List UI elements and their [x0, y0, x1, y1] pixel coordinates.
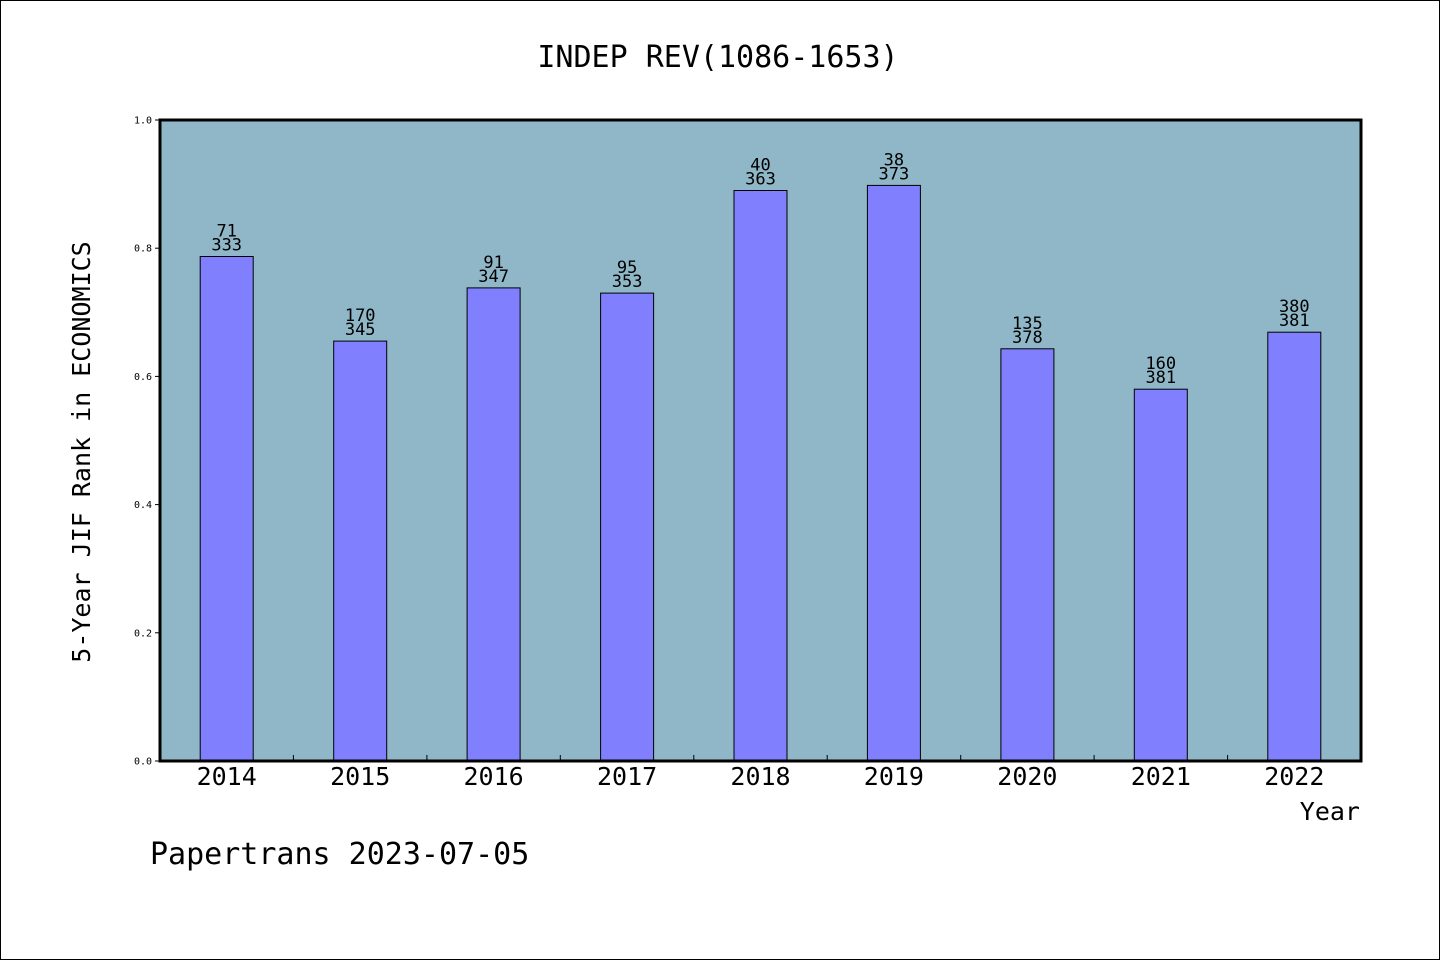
bar-2020 [1000, 348, 1055, 762]
x-axis-label: Year [1300, 797, 1360, 826]
bar-label-rank-2021: 160 [1145, 354, 1176, 374]
bar-label-total-2019: 373 [879, 164, 910, 184]
bar-label-rank-2015: 170 [345, 306, 376, 326]
bar-label-total-2017: 353 [612, 272, 643, 292]
x-tick-label-2019: 2019 [864, 762, 924, 791]
bar-2017 [600, 292, 655, 762]
y-tick-label-0.0: 0.0 [134, 757, 152, 768]
x-tick-label-2014: 2014 [197, 762, 257, 791]
bar-label-total-2021: 381 [1145, 368, 1176, 388]
x-tick-label-2017: 2017 [597, 762, 657, 791]
bar-2021 [1133, 388, 1188, 762]
y-tick-label-0.8: 0.8 [134, 244, 152, 255]
x-tick-label-2015: 2015 [330, 762, 390, 791]
bar-label-total-2020: 378 [1012, 328, 1043, 348]
bar-label-rank-2017: 95 [617, 258, 637, 278]
bar-label-rank-2018: 40 [750, 156, 770, 176]
bar-label-rank-2020: 135 [1012, 314, 1043, 334]
bar-2019 [866, 184, 921, 762]
footer-text: Papertrans 2023-07-05 [150, 837, 529, 872]
bar-2018 [733, 190, 788, 762]
x-tick-label-2021: 2021 [1131, 762, 1191, 791]
x-tick-label-2016: 2016 [463, 762, 523, 791]
y-axis-label: 5-Year JIF Rank in ECONOMICS [67, 241, 96, 662]
x-tick-label-2018: 2018 [730, 762, 790, 791]
y-tick-label-1.0: 1.0 [134, 116, 152, 127]
y-tick-label-0.4: 0.4 [134, 500, 152, 511]
bar-label-rank-2016: 91 [483, 253, 503, 273]
bar-2014 [199, 256, 254, 762]
bar-label-total-2015: 345 [345, 320, 376, 340]
x-tick-label-2020: 2020 [997, 762, 1057, 791]
chart-title: INDEP REV(1086-1653) [537, 40, 898, 75]
y-tick-label-0.6: 0.6 [134, 372, 152, 383]
bar-label-rank-2022: 380 [1279, 297, 1310, 317]
x-tick-label-2022: 2022 [1264, 762, 1324, 791]
bar-label-total-2014: 333 [211, 236, 242, 256]
bar-label-rank-2014: 71 [216, 222, 236, 242]
bar-2015 [333, 340, 388, 762]
bar-label-total-2018: 363 [745, 170, 776, 190]
plot-border [158, 118, 1363, 763]
bar-label-rank-2019: 38 [884, 150, 904, 170]
y-tick-label-0.2: 0.2 [134, 628, 152, 639]
bar-2016 [466, 287, 521, 762]
bar-2022 [1267, 331, 1322, 762]
bar-label-total-2016: 347 [478, 267, 509, 287]
bar-label-total-2022: 381 [1279, 311, 1310, 331]
